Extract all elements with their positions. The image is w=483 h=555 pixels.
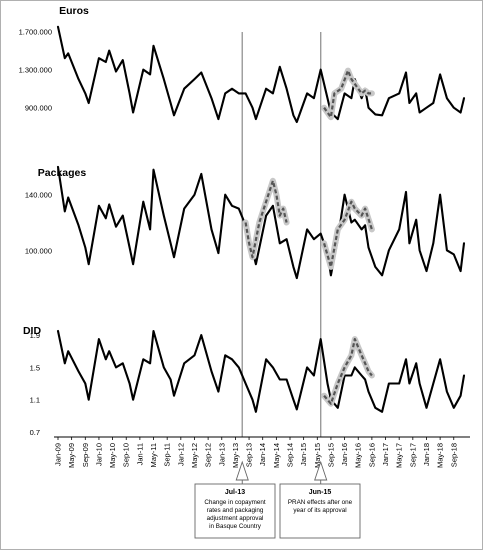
- x-tick-label: Jan-14: [258, 443, 267, 466]
- x-tick-label: Jan-12: [176, 443, 185, 466]
- x-tick-label: Jan-10: [94, 443, 103, 466]
- annotation-text: in Basque Country: [209, 523, 262, 530]
- x-tick-label: Sep-15: [326, 443, 335, 467]
- x-tick-label: Sep-17: [408, 443, 417, 467]
- x-tick-label: Jan-09: [54, 443, 63, 466]
- series-line-dashed: [323, 338, 373, 405]
- y-tick-label: 900.000: [25, 104, 52, 113]
- x-tick-label: Jan-11: [135, 443, 144, 465]
- y-tick-label: 140.000: [25, 191, 52, 200]
- x-axis: Jan-09 May-09 Sep-09 Jan-10 May-10 Sep-10 Jan-…: [54, 436, 470, 468]
- panel-title-2: Packages: [38, 167, 87, 179]
- annotation-date: Jul-13: [225, 489, 245, 496]
- x-tick-label: Sep-10: [122, 443, 131, 467]
- panel-title-3: DID: [23, 325, 42, 337]
- x-tick-label: Sep-13: [245, 443, 254, 467]
- x-tick-label: May-09: [67, 443, 76, 468]
- annotation-text: year of its approval: [293, 507, 346, 514]
- x-tick-label: May-12: [190, 443, 199, 468]
- y-tick-label: 100.000: [25, 246, 52, 255]
- x-tick-label: May-11: [149, 443, 158, 467]
- annotation-text: Change in copayment: [204, 499, 266, 506]
- annotation-box: [194, 483, 276, 539]
- x-tick-label: Sep-11: [163, 443, 172, 467]
- annotation-box: [279, 483, 361, 539]
- series-line-dashed: [323, 200, 373, 268]
- x-tick-label: Sep-14: [286, 443, 295, 467]
- panels-layer: Euros 1.700.000 1.300.000 900.000 Packages 14…: [19, 5, 466, 437]
- y-tick-label: 1.700.000: [19, 28, 52, 37]
- x-tick-label: Jan-13: [217, 443, 226, 466]
- annotation-text: adjustment approval: [207, 515, 264, 522]
- x-tick-label: May-17: [395, 443, 404, 468]
- x-tick-label: Sep-12: [204, 443, 213, 467]
- x-tick-label: Sep-09: [81, 443, 90, 467]
- y-tick-label: 1.9: [30, 331, 40, 340]
- annotation-date: Jun-15: [309, 489, 332, 496]
- y-tick-label: 1.5: [30, 363, 40, 372]
- y-tick-label: 1.300.000: [19, 66, 52, 75]
- x-tick-label: May-16: [354, 443, 363, 468]
- series-line-solid: [56, 25, 466, 124]
- x-tick-label: Sep-16: [367, 443, 376, 467]
- x-tick-label: Jan-16: [340, 443, 349, 466]
- x-tick-label: Jan-17: [381, 443, 390, 466]
- series-line-dashed: [323, 69, 372, 119]
- x-tick-label: Jan-15: [299, 443, 308, 466]
- x-tick-label: May-18: [436, 443, 445, 468]
- annotation-text: PRAN effects after one: [288, 499, 353, 506]
- x-tick-label: Jan-18: [422, 443, 431, 466]
- series-line-solid: [56, 165, 466, 280]
- x-tick-label: Sep-18: [449, 443, 458, 467]
- y-tick-label: 1.1: [30, 396, 40, 405]
- series-line-dashed: [244, 179, 288, 259]
- x-tick-label: May-15: [313, 443, 322, 468]
- y-tick-label: 0.7: [30, 428, 40, 437]
- x-tick-label: May-14: [272, 443, 281, 468]
- x-tick-label: May-13: [231, 443, 240, 468]
- panel-title-1: Euros: [59, 5, 89, 17]
- x-tick-label: May-10: [108, 443, 117, 468]
- series-line-solid: [56, 329, 466, 413]
- annotation-text: rates and packaging: [207, 507, 264, 514]
